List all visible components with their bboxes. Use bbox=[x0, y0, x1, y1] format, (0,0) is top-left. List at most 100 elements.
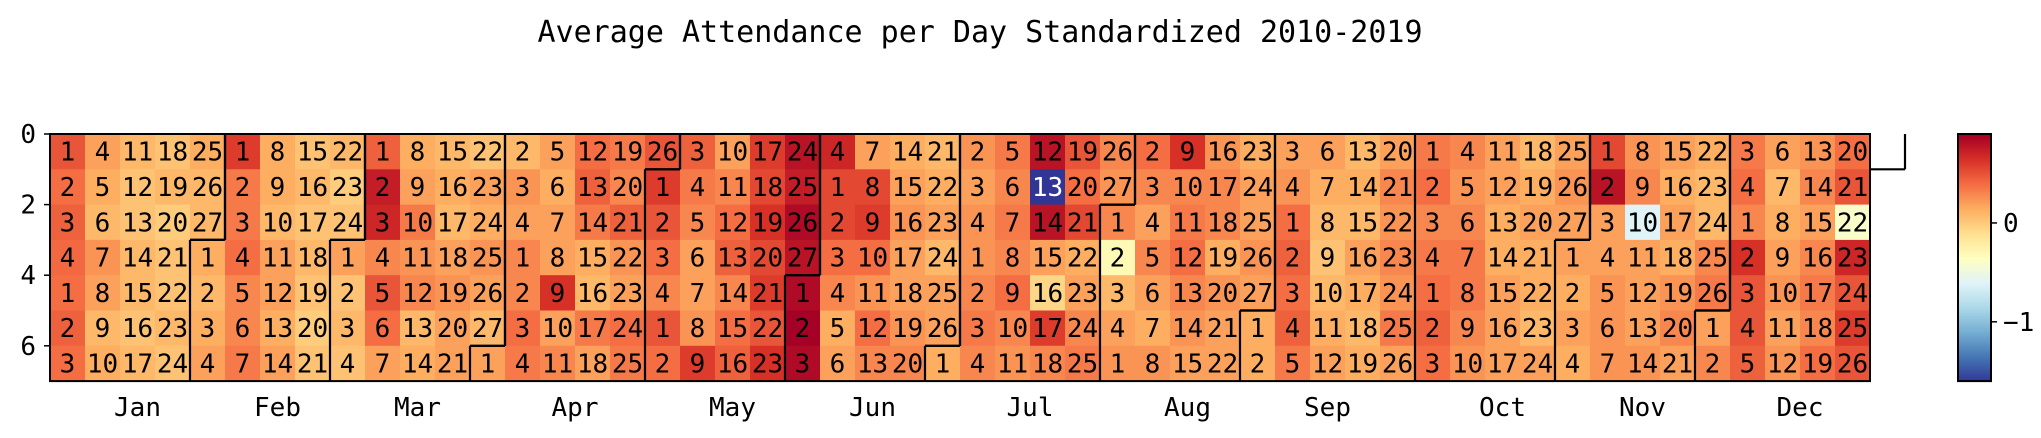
colorbar-segment bbox=[1958, 339, 1991, 343]
colorbar-segment bbox=[1958, 158, 1991, 162]
day-number-label: 12 bbox=[857, 314, 888, 344]
day-number-label: 9 bbox=[1180, 138, 1196, 168]
day-number-label: 4 bbox=[1145, 208, 1161, 238]
colorbar-segment bbox=[1958, 134, 1991, 137]
colorbar-segment bbox=[1958, 195, 1991, 199]
day-number-label: 27 bbox=[1557, 208, 1588, 238]
colorbar-segment bbox=[1958, 282, 1991, 285]
colorbar-segment bbox=[1958, 249, 1991, 252]
day-number-label: 14 bbox=[577, 208, 608, 238]
heatmap-cell bbox=[855, 345, 891, 382]
day-number-label: 1 bbox=[655, 314, 671, 344]
day-number-label: 19 bbox=[437, 279, 468, 309]
day-number-label: 12 bbox=[577, 138, 608, 168]
heatmap-cell bbox=[1275, 345, 1311, 382]
colorbar-segment bbox=[1958, 164, 1991, 168]
day-number-label: 21 bbox=[1067, 208, 1098, 238]
heatmap-cell bbox=[505, 345, 541, 382]
heatmap-cell bbox=[960, 275, 996, 311]
heatmap-cell bbox=[890, 169, 926, 205]
heatmap-cell bbox=[1240, 169, 1276, 205]
heatmap-cell bbox=[610, 169, 646, 205]
day-number-label: 2 bbox=[655, 208, 671, 238]
colorbar-segment bbox=[1958, 313, 1991, 316]
heatmap-cell bbox=[1030, 169, 1066, 205]
heatmap-cell bbox=[1030, 275, 1066, 311]
heatmap-cell bbox=[785, 239, 821, 276]
day-number-label: 4 bbox=[690, 173, 706, 203]
colorbar-segment bbox=[1958, 333, 1991, 337]
day-number-label: 6 bbox=[1005, 173, 1021, 203]
day-number-label: 5 bbox=[1460, 173, 1476, 203]
day-number-label: 12 bbox=[122, 173, 153, 203]
day-number-label: 3 bbox=[515, 173, 531, 203]
day-number-label: 3 bbox=[1425, 349, 1441, 379]
day-number-label: 23 bbox=[472, 173, 503, 203]
heatmap-cell bbox=[50, 345, 86, 382]
colorbar-segment bbox=[1958, 341, 1991, 345]
heatmap-cell bbox=[1555, 345, 1591, 382]
heatmap-cell bbox=[1520, 310, 1556, 347]
day-number-label: 1 bbox=[340, 244, 356, 274]
day-number-label: 2 bbox=[1145, 138, 1161, 168]
day-number-label: 15 bbox=[1032, 244, 1063, 274]
heatmap-cell bbox=[995, 275, 1031, 311]
heatmap-cell bbox=[1730, 310, 1766, 347]
colorbar-segment bbox=[1958, 140, 1991, 143]
heatmap-cell bbox=[1310, 345, 1346, 382]
heatmap-cell bbox=[750, 134, 786, 170]
heatmap-cell bbox=[1170, 204, 1206, 241]
day-number-label: 11 bbox=[402, 244, 433, 274]
heatmap-cell bbox=[1030, 345, 1066, 382]
day-number-label: 17 bbox=[1802, 279, 1833, 309]
heatmap-cell bbox=[50, 134, 86, 170]
colorbar-segment bbox=[1958, 236, 1991, 240]
heatmap-cell bbox=[470, 204, 506, 241]
heatmap-cells bbox=[50, 134, 1871, 382]
heatmap-cell bbox=[1765, 345, 1801, 382]
day-number-label: 4 bbox=[515, 349, 531, 379]
colorbar-segment bbox=[1958, 146, 1991, 150]
day-number-label: 15 bbox=[1347, 208, 1378, 238]
day-number-label: 24 bbox=[1522, 349, 1553, 379]
colorbar-segment bbox=[1958, 230, 1991, 234]
colorbar-segment bbox=[1958, 298, 1991, 302]
day-number-label: 3 bbox=[1740, 279, 1756, 309]
heatmap-cell bbox=[1835, 134, 1871, 170]
heatmap-cell bbox=[1520, 134, 1556, 170]
heatmap-cell bbox=[890, 204, 926, 241]
colorbar-segment bbox=[1958, 304, 1991, 308]
heatmap-cell bbox=[925, 169, 961, 205]
heatmap-cell bbox=[1450, 239, 1486, 276]
heatmap-cell bbox=[540, 345, 576, 382]
colorbar-segment bbox=[1958, 364, 1991, 368]
heatmap-cell bbox=[1800, 134, 1836, 170]
heatmap-cell bbox=[50, 239, 86, 276]
day-number-label: 3 bbox=[60, 208, 76, 238]
heatmap-cell bbox=[715, 169, 751, 205]
day-number-label: 2 bbox=[60, 314, 76, 344]
heatmap-cell bbox=[1065, 239, 1101, 276]
day-number-label: 1 bbox=[1250, 314, 1266, 344]
day-number-label: 20 bbox=[297, 314, 328, 344]
day-number-label: 13 bbox=[1032, 173, 1063, 203]
colorbar-segment bbox=[1958, 323, 1991, 327]
heatmap-cell bbox=[400, 345, 436, 382]
day-number-label: 6 bbox=[1320, 138, 1336, 168]
day-number-label: 13 bbox=[577, 173, 608, 203]
day-number-label: 7 bbox=[1600, 349, 1616, 379]
colorbar-segment bbox=[1958, 138, 1991, 141]
colorbar-segment bbox=[1958, 243, 1991, 246]
day-number-label: 13 bbox=[402, 314, 433, 344]
colorbar-segment bbox=[1958, 156, 1991, 160]
colorbar-segment bbox=[1958, 376, 1991, 380]
heatmap-cell bbox=[505, 275, 541, 311]
colorbar-segment bbox=[1958, 366, 1991, 370]
day-number-label: 11 bbox=[717, 173, 748, 203]
day-number-label: 20 bbox=[612, 173, 643, 203]
colorbar-segment bbox=[1958, 284, 1991, 287]
day-number-label: 20 bbox=[752, 244, 783, 274]
heatmap-cell bbox=[1345, 239, 1381, 276]
heatmap-cell bbox=[1485, 134, 1521, 170]
day-number-label: 1 bbox=[1565, 244, 1581, 274]
